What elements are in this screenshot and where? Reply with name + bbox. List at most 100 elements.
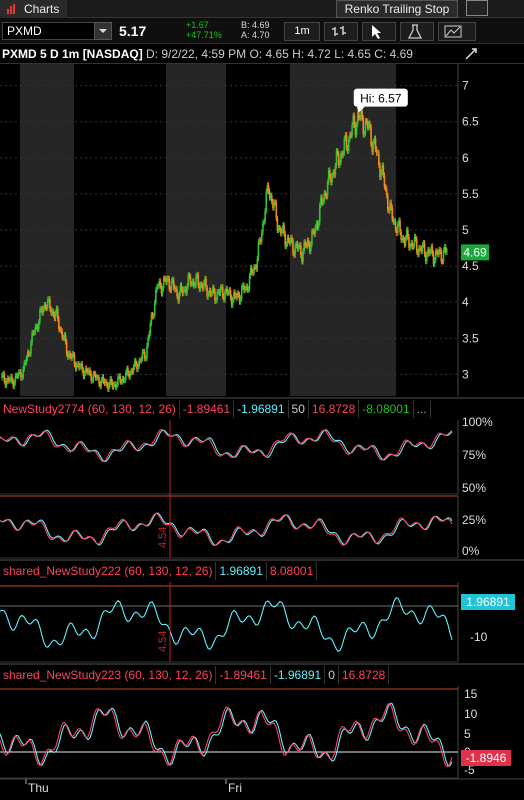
candle-body bbox=[427, 249, 429, 255]
candle-body bbox=[303, 242, 305, 251]
candle-body bbox=[356, 112, 359, 125]
regular-session bbox=[74, 64, 166, 396]
header-high: H: 4.72 bbox=[292, 47, 331, 61]
candle-body bbox=[225, 288, 227, 292]
candle-body bbox=[436, 251, 438, 253]
candle-body bbox=[304, 242, 307, 246]
candle-body bbox=[320, 197, 322, 206]
candle-body bbox=[302, 250, 304, 262]
candle-body bbox=[389, 202, 391, 211]
candle-body bbox=[272, 201, 274, 208]
candle-body bbox=[89, 370, 91, 374]
candle-body bbox=[253, 267, 255, 274]
expand-icon[interactable] bbox=[462, 45, 484, 65]
study-tick-label: 15 bbox=[464, 687, 478, 701]
candle-body bbox=[307, 240, 310, 245]
candle-body bbox=[75, 364, 78, 369]
candle-body bbox=[100, 380, 103, 387]
candle-body bbox=[11, 376, 13, 382]
candle-body bbox=[160, 285, 163, 294]
bar-chart-icon bbox=[7, 4, 15, 14]
study2-badge bbox=[461, 594, 515, 610]
flask-icon bbox=[407, 24, 423, 39]
candle-body bbox=[187, 275, 190, 287]
study-tick-label: 75% bbox=[462, 448, 486, 462]
candle-body bbox=[326, 182, 329, 197]
candle-body bbox=[444, 246, 447, 253]
candle-body bbox=[439, 249, 441, 252]
study1-lower-line bbox=[0, 512, 453, 546]
drawings-button[interactable] bbox=[438, 22, 476, 41]
study3-line bbox=[0, 702, 453, 767]
candle-body bbox=[256, 258, 259, 270]
candle-body bbox=[257, 241, 260, 259]
last-price: 5.17 bbox=[119, 23, 147, 39]
candle-body bbox=[291, 237, 293, 241]
candle-body bbox=[143, 351, 146, 359]
x-axis-label: Fri bbox=[228, 781, 242, 795]
candle-body bbox=[271, 195, 273, 202]
candle-body bbox=[411, 242, 414, 248]
candle-body bbox=[189, 276, 192, 284]
candle-body bbox=[136, 363, 138, 370]
cursor-arrow-icon bbox=[372, 25, 381, 39]
study-value: 1.96891 bbox=[216, 562, 267, 580]
candle-body bbox=[368, 123, 370, 128]
bid-ask-block: B: 4.69 A: 4.70 bbox=[241, 20, 270, 40]
candle-body bbox=[197, 274, 200, 286]
candle-body bbox=[33, 332, 36, 334]
candle-body bbox=[29, 353, 31, 355]
timeframe-button[interactable]: 1m bbox=[284, 22, 320, 41]
candle-body bbox=[397, 223, 399, 234]
candle-body bbox=[438, 249, 440, 255]
candle-body bbox=[297, 246, 300, 249]
candle-body bbox=[110, 378, 113, 383]
candle-body bbox=[258, 240, 261, 242]
candle-body bbox=[155, 289, 157, 303]
candle-body bbox=[17, 371, 20, 377]
candle-body bbox=[49, 299, 51, 309]
candle-body bbox=[99, 383, 101, 387]
candle-body bbox=[13, 382, 16, 387]
study-value: -1.96891 bbox=[271, 666, 326, 684]
candle-body bbox=[260, 232, 263, 242]
candle-body bbox=[238, 294, 241, 302]
study-tick-label: 0% bbox=[462, 544, 480, 558]
candle-body bbox=[318, 205, 321, 223]
candle-body bbox=[35, 326, 38, 328]
candle-body bbox=[97, 377, 99, 379]
candle-body bbox=[112, 384, 115, 387]
candle-body bbox=[150, 314, 153, 324]
candle-body bbox=[285, 244, 288, 247]
hi-callout-pointer bbox=[356, 106, 365, 113]
candle-body bbox=[180, 285, 183, 290]
tab-charts[interactable]: Charts bbox=[0, 0, 68, 18]
candle-body bbox=[130, 370, 133, 373]
candle-body bbox=[266, 185, 269, 192]
study-dropdown[interactable]: Renko Trailing Stop bbox=[336, 0, 458, 18]
symbol-dropdown-button[interactable] bbox=[94, 22, 112, 40]
candle-body bbox=[373, 138, 376, 142]
top-toolbar: Charts Renko Trailing Stop bbox=[0, 0, 524, 18]
candle-body bbox=[26, 352, 29, 358]
candle-body bbox=[249, 267, 252, 276]
chart-type-button[interactable] bbox=[324, 22, 358, 41]
candle-body bbox=[333, 171, 336, 176]
candle-body bbox=[139, 360, 142, 362]
candle-body bbox=[426, 254, 428, 262]
candle-body bbox=[176, 288, 178, 296]
candle-body bbox=[111, 382, 114, 387]
candle-body bbox=[324, 193, 327, 196]
study-header-1: NewStudy2774 (60, 130, 12, 26) -1.89461 -1… bbox=[0, 400, 431, 418]
window-button[interactable] bbox=[466, 0, 488, 16]
study-value: -1.89461 bbox=[180, 400, 235, 418]
cursor-button[interactable] bbox=[362, 22, 396, 41]
candle-body bbox=[163, 278, 166, 280]
candle-body bbox=[390, 202, 392, 208]
candle-body bbox=[186, 286, 188, 293]
studies-button[interactable] bbox=[400, 22, 434, 41]
drawing-icon bbox=[444, 25, 462, 38]
candle-body bbox=[401, 237, 404, 241]
candle-body bbox=[208, 290, 211, 294]
candle-body bbox=[182, 289, 185, 294]
